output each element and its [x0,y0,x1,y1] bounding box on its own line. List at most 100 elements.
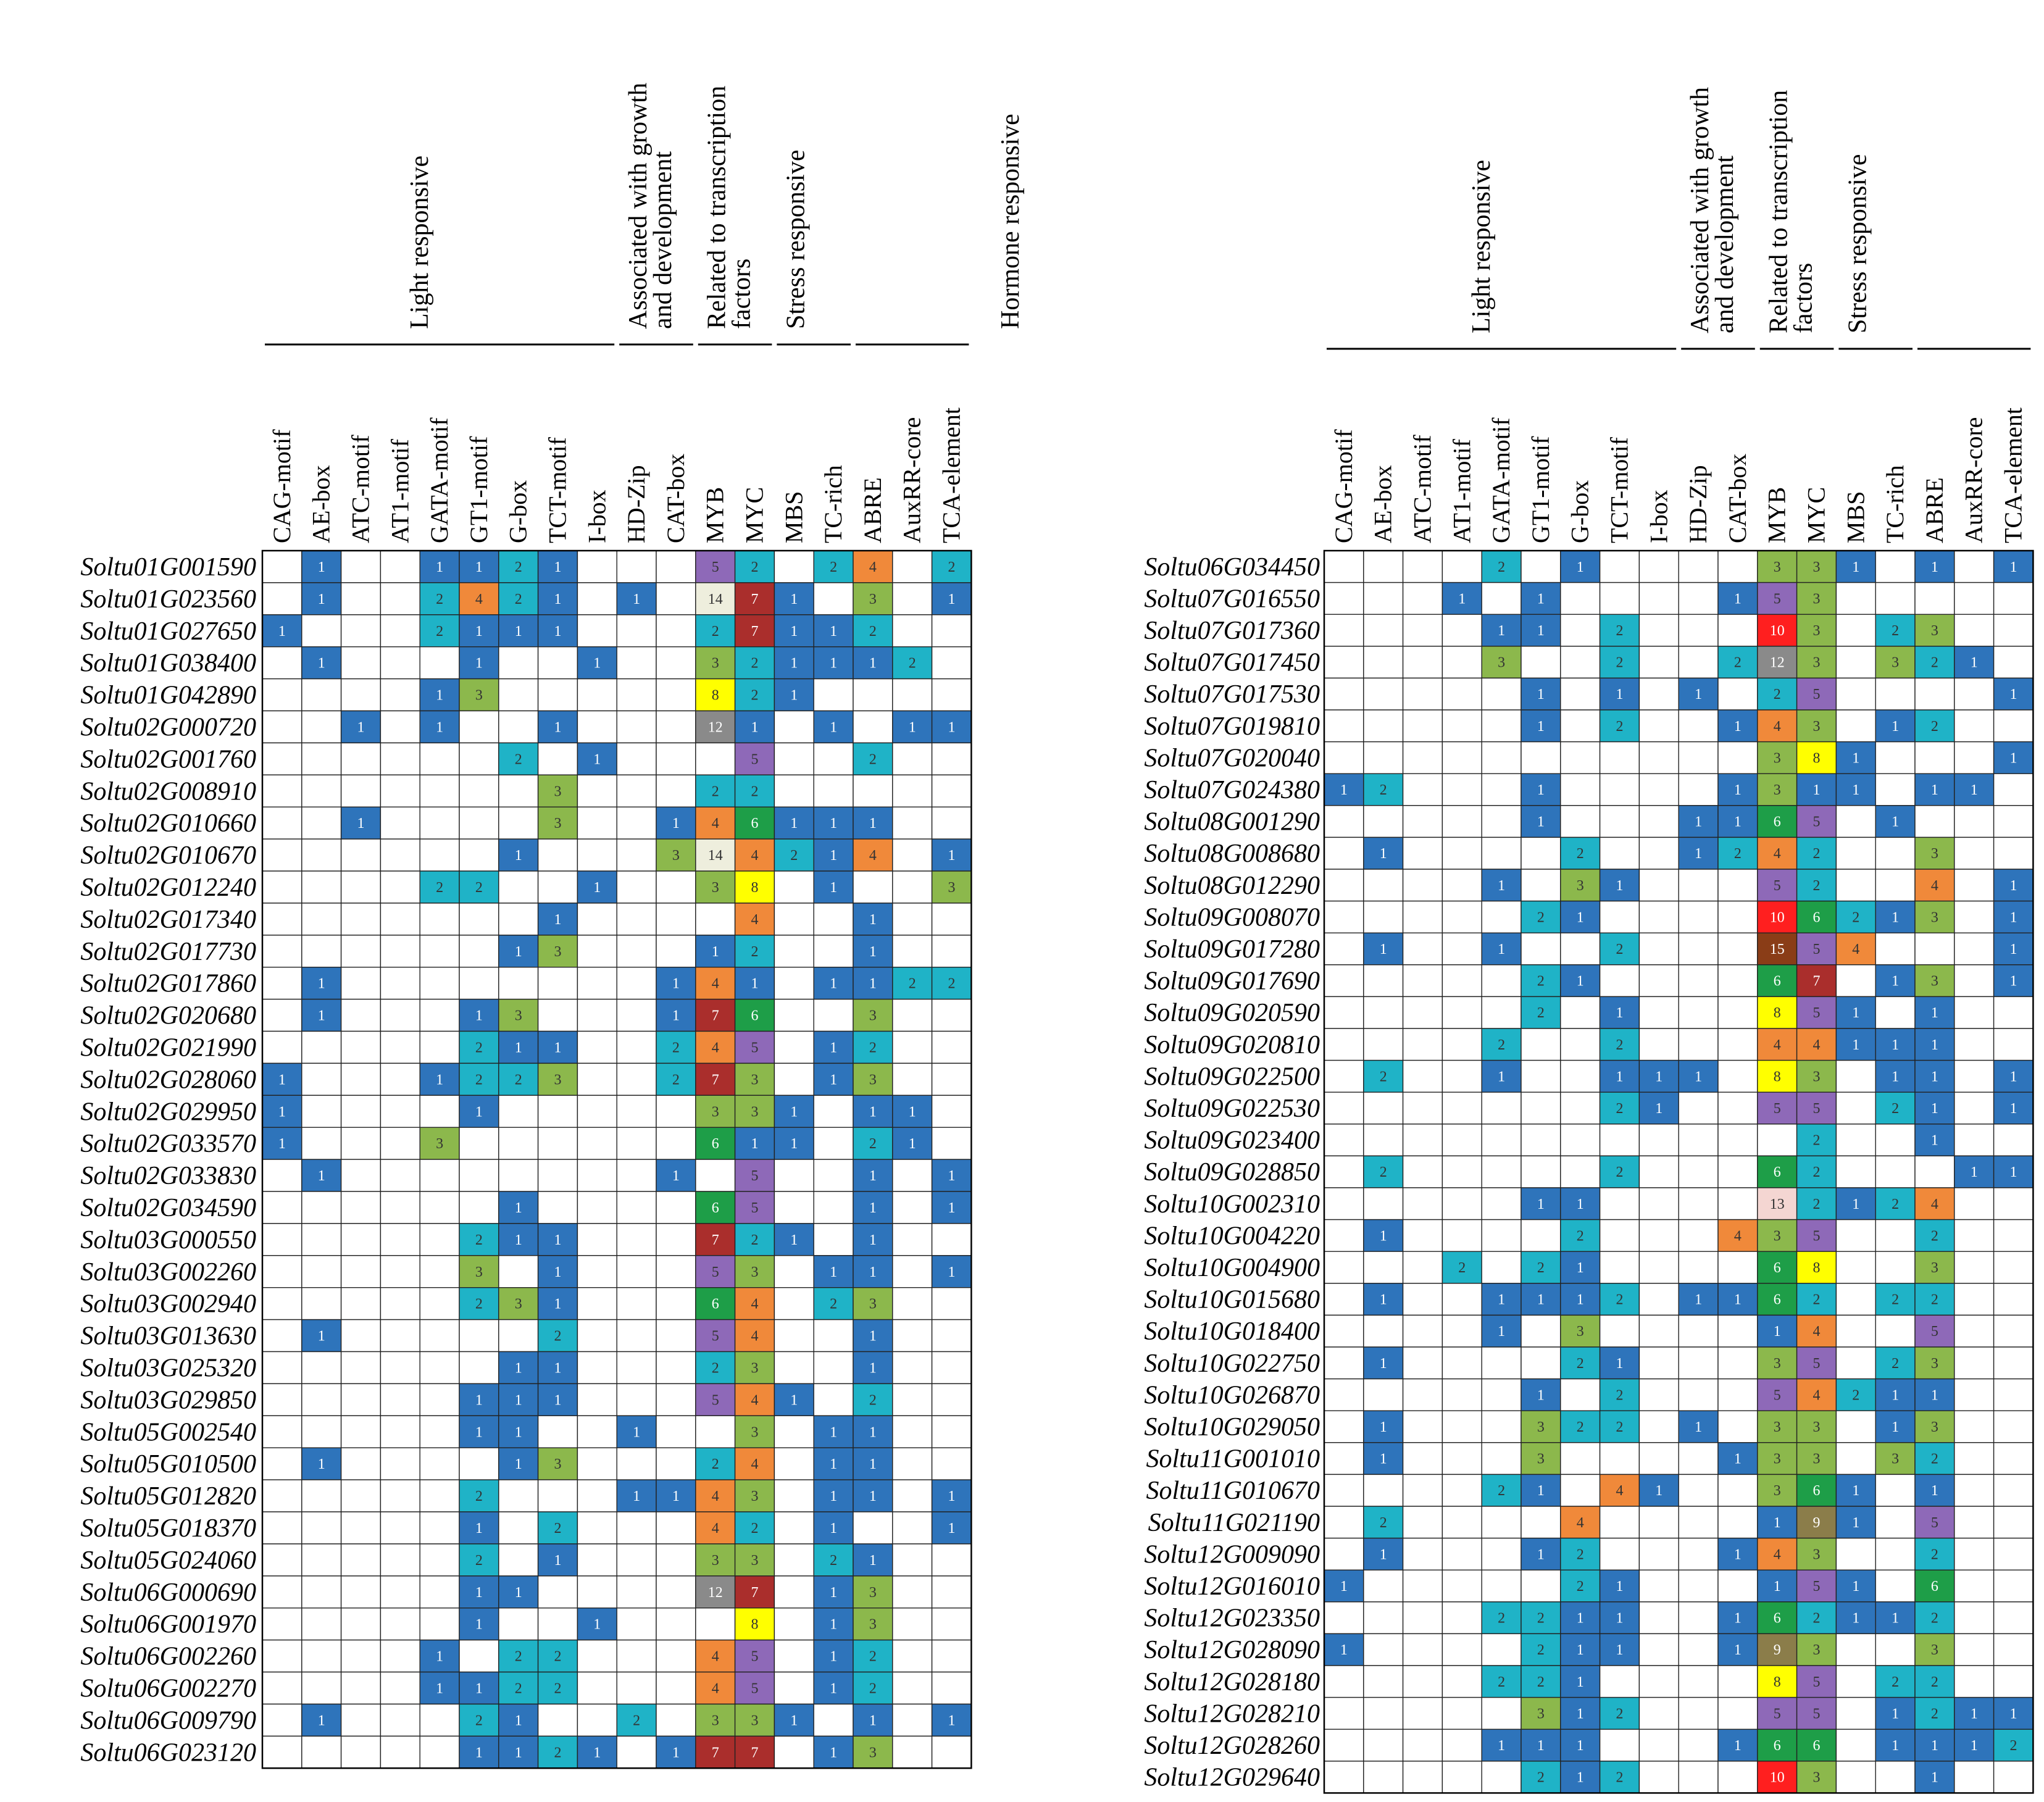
cell-value: 2 [1537,1611,1545,1627]
cell-value: 5 [1813,686,1821,703]
cell-value: 1 [869,1329,877,1345]
cell-value: 15 [1770,941,1785,957]
heatmap-cell [301,1319,342,1353]
heatmap-cell [577,774,617,807]
heatmap-panel-1: Light responsive Associated with growthan… [80,83,1025,1769]
cell-value: 1 [869,1104,877,1120]
gene-label: Soltu09G017280 [1144,935,1320,964]
cell-value: 1 [672,815,680,832]
cell-value: 2 [1931,1228,1938,1244]
heatmap-cell [498,806,539,840]
heatmap-cell [1678,582,1719,615]
heatmap-cell [262,1575,302,1609]
cell-value: 1 [1734,591,1742,607]
heatmap-cell [892,1607,933,1641]
cell-value: 1 [1931,1133,1938,1149]
heatmap-cell [419,774,460,807]
cell-value: 3 [1931,623,1938,639]
cell-value: 1 [1616,1356,1624,1372]
cell-value: 4 [712,1649,719,1665]
heatmap-cell [1678,1474,1719,1507]
cell-value: 1 [1892,1611,1899,1627]
heatmap-cell [616,870,657,904]
cell-value: 2 [1813,1196,1821,1212]
cell-value: 4 [712,1680,719,1696]
heatmap-cell [340,1351,382,1385]
heatmap-cell [1993,582,2034,615]
heatmap-cell [1993,646,2034,679]
cell-value: 1 [357,719,365,735]
heatmap-cell [1717,1059,1758,1093]
heatmap-cell [1757,741,1798,774]
cell-value: 5 [1813,1005,1821,1021]
cell-value: 4 [712,1520,719,1537]
heatmap-cell [1481,1761,1522,1794]
cell-value: 1 [1971,655,1978,671]
heatmap-cell [813,1095,854,1128]
heatmap-cell [380,1735,420,1769]
cell-value: 1 [869,1712,877,1729]
heatmap-cell [1717,1283,1758,1316]
cell-value: 6 [1813,909,1821,925]
heatmap-cell [459,1191,499,1224]
cell-value: 5 [1931,1324,1938,1340]
heatmap-cell [1481,1537,1522,1570]
heatmap-cell [1914,1569,1955,1603]
heatmap-cell [1678,1729,1719,1762]
heatmap-cell [1363,1059,1404,1093]
heatmap-cell [1875,836,1916,870]
cell-value: 5 [1774,1101,1781,1117]
heatmap-cell [1363,1251,1404,1284]
heatmap-cell [577,1479,617,1512]
heatmap-cell [892,1191,933,1224]
cell-value: 1 [909,1104,916,1120]
group-label: Hormone responsive [996,114,1025,329]
cell-value: 3 [1774,750,1781,766]
heatmap-cell [1324,964,1364,998]
cell-value: 12 [1770,655,1785,671]
cell-value: 2 [909,656,916,672]
cell-value: 2 [712,1456,719,1472]
cell-value: 1 [830,1649,837,1665]
heatmap-cell [301,1415,342,1448]
heatmap-cell [1481,773,1522,806]
cell-value: 8 [1813,1260,1821,1276]
heatmap-cell [419,1575,460,1609]
heatmap-cell [774,1735,814,1769]
heatmap-cell [1954,1696,1995,1730]
heatmap-cell [459,838,499,872]
heatmap-cell [1914,1696,1955,1730]
cell-value: 3 [1537,1451,1545,1467]
heatmap-cell [459,1223,499,1256]
heatmap-cell [1638,900,1679,933]
heatmap-cell [380,1607,420,1641]
cell-value: 1 [593,1617,601,1633]
heatmap-cell [498,1159,539,1192]
heatmap-cell [892,870,933,904]
heatmap-cell [734,1639,775,1673]
cell-value: 2 [515,1072,522,1088]
heatmap-cell [1402,1729,1443,1762]
heatmap-cell [813,1127,854,1160]
heatmap-cell [892,1575,933,1609]
heatmap-cell [1678,1028,1719,1061]
heatmap-cell [1599,1283,1640,1316]
heatmap-cell [1717,550,1758,583]
heatmap-cell [419,998,460,1032]
heatmap-cell [1441,1059,1482,1093]
cell-value: 1 [1931,1069,1938,1085]
heatmap-cell [1324,1537,1364,1570]
cell-value: 1 [948,1168,956,1184]
cell-value: 4 [1774,719,1781,735]
heatmap-cell [656,1639,696,1673]
heatmap-cell [892,1030,933,1064]
heatmap-cell [1678,996,1719,1029]
heatmap-cell [774,903,814,936]
cell-value: 2 [1616,1164,1624,1180]
element-label: MYC [1803,487,1830,543]
heatmap-cell [1678,1569,1719,1603]
heatmap-cell [380,774,420,807]
cell-value: 3 [1813,1546,1821,1562]
heatmap-cell [380,1511,420,1545]
heatmap-cell [695,710,736,744]
